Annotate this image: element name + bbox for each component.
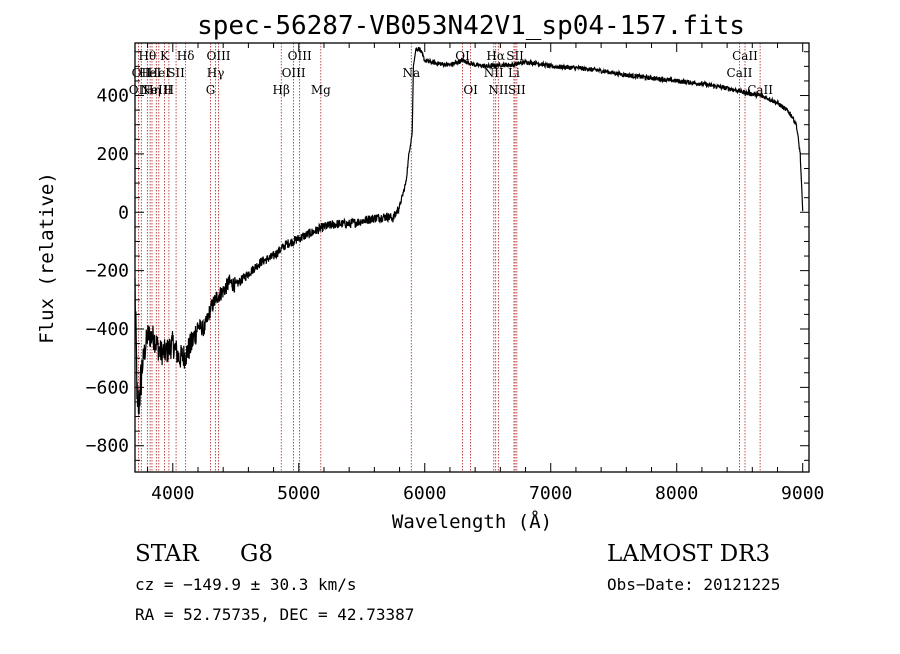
line-label: Li — [508, 66, 520, 80]
line-label: NeIII — [140, 83, 172, 97]
line-label: H — [164, 83, 174, 97]
line-label: HeI — [139, 66, 162, 80]
y-tick-label: −200 — [86, 261, 129, 282]
line-label: Hδ — [177, 49, 195, 63]
y-tick-label: 200 — [96, 144, 129, 165]
line-label: OII — [129, 83, 149, 97]
spectrum-curve — [134, 47, 804, 415]
line-label: SII — [508, 83, 526, 97]
x-tick-label: 5000 — [277, 483, 320, 504]
x-tick-label: 7000 — [529, 483, 572, 504]
y-tick-label: −600 — [86, 377, 129, 398]
line-label: NII — [484, 66, 504, 80]
object-class: STAR — [135, 541, 199, 567]
chart-title: spec-56287-VB053N42V1_sp04-157.fits — [197, 11, 745, 41]
coordinates: RA = 52.75735, DEC = 42.73387 — [135, 605, 414, 624]
line-label: OII — [132, 66, 152, 80]
line-label: SII — [167, 66, 185, 80]
x-tick-label: 9000 — [781, 483, 824, 504]
survey-name: LAMOST DR3 — [607, 541, 770, 567]
redshift-velocity: cz = −149.9 ± 30.3 km/s — [135, 575, 357, 594]
line-label: Hβ — [273, 83, 290, 97]
line-label: OI — [463, 83, 478, 97]
line-label: Mg — [311, 83, 331, 97]
y-axis-label: Flux (relative) — [36, 172, 58, 344]
x-axis-label: Wavelength (Å) — [392, 510, 552, 533]
line-label: Na — [402, 66, 420, 80]
plot-frame — [134, 42, 810, 473]
line-label: K — [160, 49, 170, 63]
line-label: Hγ — [207, 66, 225, 80]
x-tick-label: 8000 — [655, 483, 698, 504]
line-label: Hα — [486, 49, 505, 63]
line-label: CaII — [727, 66, 753, 80]
line-label: NII — [488, 83, 508, 97]
x-tick-label: 6000 — [403, 483, 446, 504]
x-axis: 4000 5000 6000 7000 8000 9000 — [147, 43, 824, 504]
line-label: SII — [506, 49, 524, 63]
observation-date: Obs−Date: 20121225 — [607, 575, 780, 594]
y-tick-label: −400 — [86, 319, 129, 340]
line-label: G — [206, 83, 216, 97]
y-tick-label: −800 — [86, 436, 129, 457]
y-tick-label: 0 — [118, 202, 129, 223]
y-axis: −800 −600 −400 −200 0 200 400 — [86, 51, 809, 461]
line-label: Hη — [143, 83, 161, 97]
line-label: OIII — [288, 49, 312, 63]
object-subclass: G8 — [240, 541, 273, 567]
y-tick-label: 400 — [96, 86, 129, 107]
line-label: CaII — [732, 49, 758, 63]
line-label: OIII — [282, 66, 306, 80]
line-label: HeI — [148, 66, 171, 80]
line-label: OIII — [206, 49, 230, 63]
line-label: Hθ — [138, 49, 156, 63]
x-tick-label: 4000 — [151, 483, 194, 504]
line-markers — [138, 43, 761, 472]
line-label: OI — [455, 49, 470, 63]
